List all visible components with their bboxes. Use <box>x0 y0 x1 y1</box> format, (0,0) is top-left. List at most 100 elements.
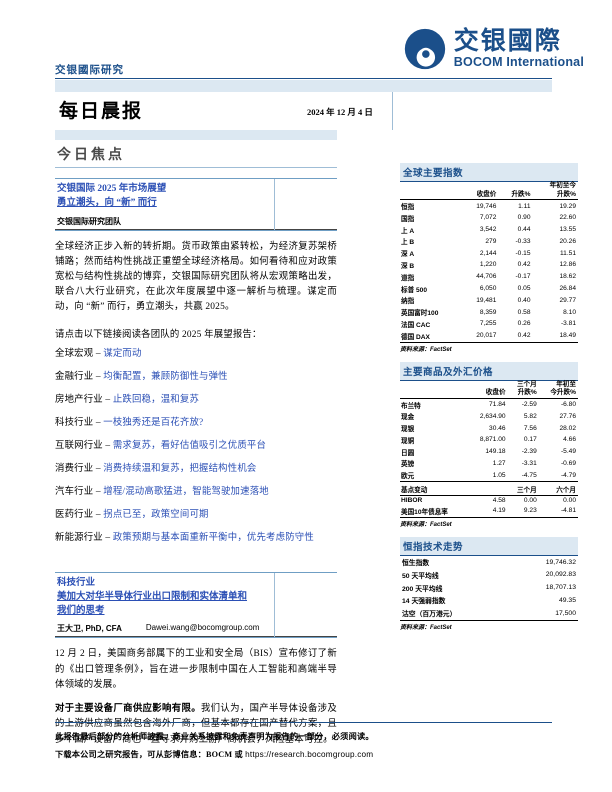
highlight-box[interactable]: 交银国际 2025 年市场展望 勇立潮头，向 “新” 而行 交银国际研究团队 <box>55 178 337 231</box>
header-rule <box>55 78 552 79</box>
table-hsi-technicals: 恒生指数 19,746.32 50 天平均线 20,092.83 200 天平均线 1… <box>400 556 578 620</box>
table-row: 道指 44,706 -0.17 18.62 <box>401 273 576 282</box>
report-link[interactable]: 增程/混动高歌猛进，智能驾驶加速落地 <box>103 486 269 497</box>
col-header-ytd-top: 年初至 <box>556 380 576 388</box>
table-header-row: 收盘价 升跌% 今升跌% <box>400 389 578 399</box>
tech-article-box[interactable]: 科技行业 美加大对华半导体行业出口限制和实体清单和 我们的思考 王大卫, PhD… <box>55 572 337 639</box>
table-row: 现铜 8,871.00 0.17 4.66 <box>401 436 576 445</box>
table-row: 纳指 19,481 0.40 29.77 <box>401 296 576 306</box>
table-row: 恒指 19,746 1.11 19.29 <box>401 202 576 212</box>
header-band <box>55 80 552 92</box>
highlight-author: 交银国际研究团队 <box>57 216 121 226</box>
brand-name-en: BOCOM International <box>453 55 584 70</box>
table-row: 德国 DAX 20,017 0.42 18.49 <box>401 332 576 341</box>
table-row: 美国10年债息率 4.19 9.23 -4.81 <box>401 507 576 516</box>
col-header-change: 升跌% <box>498 190 533 201</box>
title-band <box>55 130 337 140</box>
footer-research-url[interactable]: https://research.bocomgroup.com <box>245 750 374 760</box>
tech-headline-line2[interactable]: 我们的思考 <box>57 605 105 616</box>
report-link[interactable]: 一枝独秀还是百花齐放? <box>103 417 204 428</box>
col-header-3m-top: 三个月 <box>516 380 537 388</box>
report-link[interactable]: 消费持续温和复苏，把握结构性机会 <box>103 463 257 474</box>
table-row: 200 天平均线 18,707.13 <box>402 584 576 593</box>
table-subheader-row: 基点变动 三个月 六个月 <box>400 481 578 497</box>
table-header-row-top: 年初至今 <box>400 182 578 191</box>
col-header-close: 收盘价 <box>468 389 508 399</box>
report-link[interactable]: 政策预期与基本面重新平衡中，优先考虑防守性 <box>112 533 314 544</box>
brand-names: 交银國際 BOCOM International <box>454 29 584 69</box>
panel-global-indices: 全球主要指数 年初至今 收盘价 升跌% 升跌% <box>400 163 578 353</box>
highlight-title: 交银国际 2025 年市场展望 <box>57 184 167 194</box>
link-prefix: 消费行业 – <box>55 463 104 474</box>
col-header-close: 收盘价 <box>462 190 499 201</box>
left-column: 今日焦点 交银国际 2025 年市场展望 勇立潮头，向 “新” 而行 交银国际研… <box>55 140 337 748</box>
list-item[interactable]: 医药行业 – 拐点已至，政策空间可期 <box>55 508 337 523</box>
tech-sector-label: 科技行业 <box>57 578 96 589</box>
col-header-3m: 升跌% <box>507 389 539 399</box>
table-row: HIBOR 4.58 0.00 0.00 <box>401 497 576 505</box>
report-link[interactable]: 止跌回稳，温和复苏 <box>112 394 200 405</box>
table-row: 英镑 1.27 -3.31 -0.69 <box>401 459 576 469</box>
highlight-author-row: 交银国际研究团队 <box>55 214 337 230</box>
table-row: 恒生指数 19,746.32 <box>402 558 576 568</box>
table-row: 上 B 279 -0.33 20.26 <box>401 237 576 247</box>
brand-block: 交银國際 BOCOM International <box>404 28 584 70</box>
col-header-ytd: 升跌% <box>532 190 578 201</box>
highlight-subtitle-link[interactable]: 勇立潮头，向 “新” 而行 <box>57 197 157 208</box>
panel-title-commodities: 主要商品及外汇价格 <box>400 361 578 381</box>
tech-headline-line1[interactable]: 美加大对华半导体行业出口限制和实体清单和 <box>57 591 248 602</box>
col-header-ytd-top: 年初至今 <box>549 182 576 189</box>
tech-author-row: 王大卫, PhD, CFA Dawei.wang@bocomgroup.com <box>55 621 337 638</box>
link-prefix: 汽车行业 – <box>55 486 104 497</box>
table-row: 深 A 2,144 -0.15 11.51 <box>401 249 576 259</box>
masthead: 交银國際 BOCOM International 交银國际研究 <box>0 0 612 92</box>
footer-download-prefix: 下载本公司之研究报告，可从彭博信息：BOCM 或 <box>55 750 246 760</box>
source-note-hsi: 资料来源：FactSet <box>400 620 578 631</box>
footer-download-line: 下载本公司之研究报告，可从彭博信息：BOCM 或 https://researc… <box>55 748 552 760</box>
list-item[interactable]: 汽车行业 – 增程/混动高歌猛进，智能驾驶加速落地 <box>55 485 337 500</box>
tech-paragraph-1: 12 月 2 日，美国商务部属下的工业和安全局（BIS）宣布修订了新的《出口管理… <box>55 649 337 690</box>
tech-author-email[interactable]: Dawei.wang@bocomgroup.com <box>145 623 260 633</box>
list-item[interactable]: 房地产行业 – 止跌回稳，温和复苏 <box>55 393 337 408</box>
list-item[interactable]: 新能源行业 – 政策预期与基本面重新平衡中，优先考虑防守性 <box>55 531 337 546</box>
report-link-list: 全球宏观 – 谋定而动 金融行业 – 均衡配置，兼顾防御性与弹性 房地产行业 –… <box>55 347 337 546</box>
research-tag: 交银國际研究 <box>55 65 124 76</box>
panel-hsi-technicals: 恒指技术走势 恒生指数 19,746.32 50 天平均线 20,092.83 20… <box>400 536 578 631</box>
table-row: 欧元 1.05 -4.75 -4.79 <box>401 471 576 481</box>
list-item[interactable]: 全球宏观 – 谋定而动 <box>55 347 337 362</box>
report-link[interactable]: 拐点已至，政策空间可期 <box>103 510 209 521</box>
table-global-indices: 年初至今 收盘价 升跌% 升跌% 恒指 19,746 1.11 19.29 国指 7,0… <box>400 182 578 342</box>
tech-paragraph-2-lead: 对于主要设备厂商供应影响有限。 <box>55 704 201 715</box>
link-prefix: 医药行业 – <box>55 510 104 521</box>
list-item[interactable]: 互联网行业 – 需求复苏，看好估值吸引之优质平台 <box>55 439 337 454</box>
title-row: 每日晨报 2024 年 12 月 4 日 <box>55 92 552 130</box>
link-prefix: 新能源行业 – <box>55 533 113 544</box>
table-row: 50 天平均线 20,092.83 <box>402 571 576 580</box>
table-row: 法国 CAC 7,255 0.26 -3.81 <box>401 320 576 329</box>
list-item[interactable]: 金融行业 – 均衡配置，兼顾防御性与弹性 <box>55 370 337 385</box>
table-row: 深 B 1,220 0.42 12.86 <box>401 261 576 270</box>
table-header-row-top: 三个月 年初至 <box>400 381 578 390</box>
report-link[interactable]: 均衡配置，兼顾防御性与弹性 <box>103 371 228 382</box>
table-row: 国指 7,072 0.90 22.60 <box>401 214 576 223</box>
section-heading-focus: 今日焦点 <box>55 140 337 168</box>
highlight-divider <box>274 179 275 230</box>
right-column: 全球主要指数 年初至今 收盘价 升跌% 升跌% <box>400 163 578 640</box>
footer: 此报告最后部分的分析师披露、商业关系披露和免责声明为报告的一部分，必须阅读。 下… <box>55 722 552 760</box>
report-link[interactable]: 谋定而动 <box>103 348 142 359</box>
link-prefix: 科技行业 – <box>55 417 104 428</box>
list-item[interactable]: 消费行业 – 消费持续温和复苏，把握结构性机会 <box>55 462 337 477</box>
table-row: 现银 30.46 7.56 28.02 <box>401 424 576 434</box>
title-vertical-rule <box>392 92 393 130</box>
table-header-row: 收盘价 升跌% 升跌% <box>400 190 578 201</box>
report-link[interactable]: 需求复苏，看好估值吸引之优质平台 <box>112 440 267 451</box>
source-note-indices: 资料来源：FactSet <box>400 342 578 353</box>
bocom-logo-icon <box>404 28 445 70</box>
tech-paragraph-2-body: 我们认为，国产半导体设备涉及的上游供应商虽然包含海外厂商，但基本都存在国产替代方… <box>55 704 337 745</box>
tech-paragraph-2: 对于主要设备厂商供应影响有限。我们认为，国产半导体设备涉及的上游供应商虽然包含海… <box>55 702 337 748</box>
list-item[interactable]: 科技行业 – 一枝独秀还是百花齐放? <box>55 416 337 431</box>
table-row: 布兰特 71.84 -2.59 -6.80 <box>401 401 576 410</box>
table-row: 14 天强弱指数 49.35 <box>402 596 576 606</box>
page-title: 每日晨报 <box>59 101 144 122</box>
